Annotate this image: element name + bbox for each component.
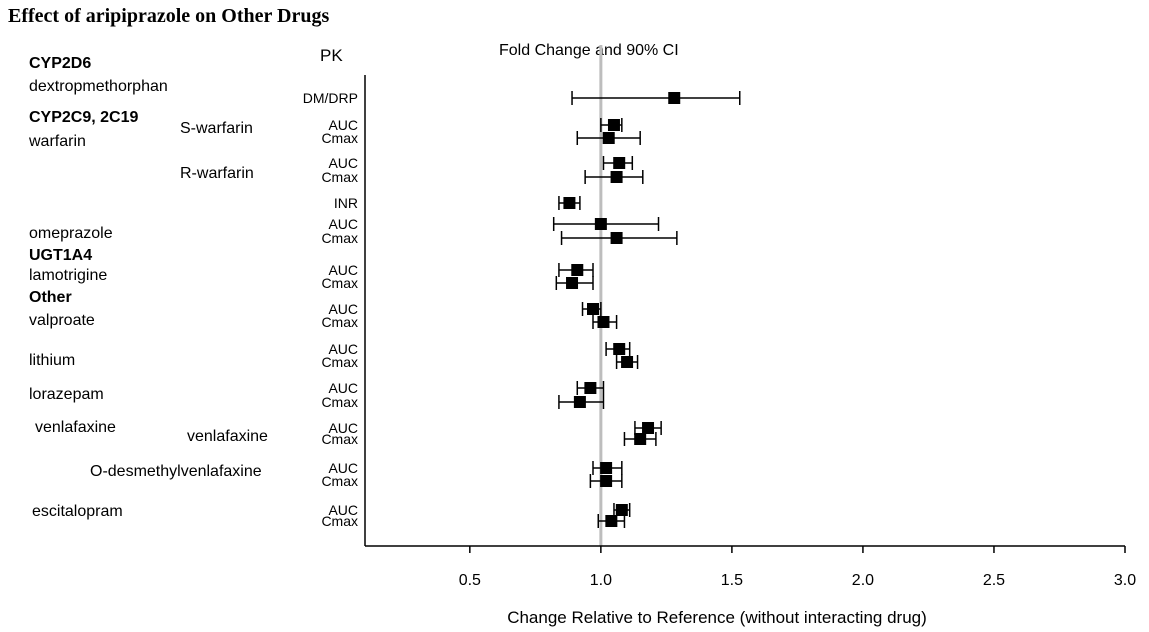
group-label: R-warfarin <box>180 165 254 182</box>
point-estimate-marker <box>634 433 647 445</box>
pk-label: AUC <box>328 301 358 317</box>
group-label: CYP2C9, 2C19 <box>29 109 138 126</box>
point-estimate-marker <box>668 92 681 104</box>
pk-label: AUC <box>328 460 358 476</box>
point-estimate-marker <box>642 422 655 434</box>
group-label: omeprazole <box>29 225 113 242</box>
group-label: warfarin <box>28 133 86 150</box>
x-tick-label: 2.5 <box>983 572 1005 589</box>
pk-label: Cmax <box>321 513 358 529</box>
pk-label: AUC <box>328 117 358 133</box>
pk-label: AUC <box>328 216 358 232</box>
point-estimate-marker <box>621 356 634 368</box>
point-estimate-marker <box>600 462 613 474</box>
point-estimate-marker <box>613 157 626 169</box>
group-label: O-desmethylvenlafaxine <box>90 463 262 480</box>
x-tick-label: 3.0 <box>1114 572 1136 589</box>
pk-label: AUC <box>328 262 358 278</box>
group-label: lamotrigine <box>29 267 107 284</box>
pk-label: Cmax <box>321 473 358 489</box>
pk-label: INR <box>334 195 358 211</box>
pk-label: AUC <box>328 502 358 518</box>
point-estimate-marker <box>610 232 623 244</box>
pk-label: AUC <box>328 155 358 171</box>
x-tick-label: 2.0 <box>852 572 874 589</box>
x-axis-label: Change Relative to Reference (without in… <box>507 608 927 627</box>
point-estimate-marker <box>584 382 597 394</box>
point-estimate-marker <box>602 132 615 144</box>
group-label: Other <box>29 289 72 306</box>
x-tick-label: 1.5 <box>721 572 743 589</box>
chart-title: Effect of aripiprazole on Other Drugs <box>8 5 329 27</box>
pk-column-header: PK <box>320 46 343 65</box>
group-label: UGT1A4 <box>29 247 92 264</box>
pk-label: Cmax <box>321 130 358 146</box>
pk-label: Cmax <box>321 431 358 447</box>
group-label: escitalopram <box>32 503 123 520</box>
group-label: lorazepam <box>29 386 104 403</box>
point-estimate-marker <box>605 515 618 527</box>
group-label: venlafaxine <box>35 419 116 436</box>
point-estimate-marker <box>615 504 628 516</box>
pk-label: AUC <box>328 380 358 396</box>
pk-label: Cmax <box>321 354 358 370</box>
pk-label: Cmax <box>321 314 358 330</box>
group-label: CYP2D6 <box>29 55 91 72</box>
pk-label: Cmax <box>321 275 358 291</box>
x-tick-label: 0.5 <box>459 572 481 589</box>
pk-label: AUC <box>328 341 358 357</box>
point-estimate-marker <box>566 277 579 289</box>
point-estimate-marker <box>563 197 576 209</box>
x-tick-label: 1.0 <box>590 572 612 589</box>
group-label: S-warfarin <box>180 120 253 137</box>
point-estimate-marker <box>600 475 613 487</box>
point-estimate-marker <box>597 316 610 328</box>
pk-label: Cmax <box>321 169 358 185</box>
ci-column-header: Fold Change and 90% CI <box>499 42 679 59</box>
point-estimate-marker <box>587 303 599 315</box>
pk-label: DM/DRP <box>303 90 358 106</box>
pk-label: Cmax <box>321 394 358 410</box>
point-estimate-marker <box>573 396 586 408</box>
point-estimate-marker <box>571 264 584 276</box>
pk-label: Cmax <box>321 230 358 246</box>
point-estimate-marker <box>613 343 626 355</box>
point-estimate-marker <box>594 218 607 230</box>
group-label: valproate <box>29 312 95 329</box>
group-label: lithium <box>29 352 75 369</box>
point-estimate-marker <box>610 171 623 183</box>
group-label: dextropmethorphan <box>29 78 168 95</box>
pk-label: AUC <box>328 420 358 436</box>
point-estimate-marker <box>607 119 620 131</box>
group-label: venlafaxine <box>187 428 268 445</box>
